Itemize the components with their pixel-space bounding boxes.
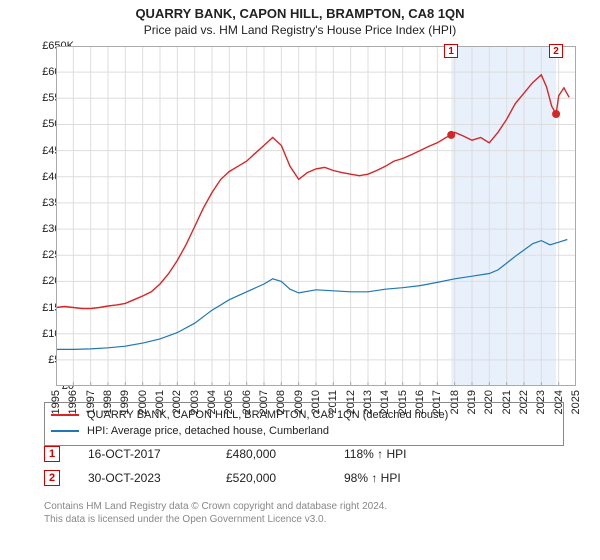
- legend-label-2: HPI: Average price, detached house, Cumb…: [87, 423, 329, 439]
- marker-row-1: 1 16-OCT-2017 £480,000 118% ↑ HPI: [44, 444, 564, 464]
- legend-label-1: QUARRY BANK, CAPON HILL, BRAMPTON, CA8 1…: [87, 407, 448, 423]
- marker-date-2: 30-OCT-2023: [88, 468, 198, 488]
- plot-area: 12: [56, 46, 576, 386]
- chart-marker-badge: 2: [549, 44, 563, 58]
- chart-page: QUARRY BANK, CAPON HILL, BRAMPTON, CA8 1…: [0, 0, 600, 560]
- marker-hpi-1: 118% ↑ HPI: [344, 444, 464, 464]
- footer-line-1: Contains HM Land Registry data © Crown c…: [44, 500, 564, 513]
- title-line-2: Price paid vs. HM Land Registry's House …: [0, 23, 600, 37]
- marker-badge-2: 2: [44, 470, 60, 486]
- titles: QUARRY BANK, CAPON HILL, BRAMPTON, CA8 1…: [0, 0, 600, 37]
- marker-badge-1: 1: [44, 446, 60, 462]
- chart-marker-badge: 1: [444, 44, 458, 58]
- marker-price-2: £520,000: [226, 468, 316, 488]
- marker-table: 1 16-OCT-2017 £480,000 118% ↑ HPI 2 30-O…: [44, 444, 564, 492]
- footer: Contains HM Land Registry data © Crown c…: [44, 500, 564, 526]
- footer-line-2: This data is licensed under the Open Gov…: [44, 513, 564, 526]
- marker-row-2: 2 30-OCT-2023 £520,000 98% ↑ HPI: [44, 468, 564, 488]
- legend-swatch-2: [51, 430, 79, 432]
- legend-item-1: QUARRY BANK, CAPON HILL, BRAMPTON, CA8 1…: [51, 407, 557, 423]
- x-tick-label: 2025: [570, 390, 582, 414]
- marker-date-1: 16-OCT-2017: [88, 444, 198, 464]
- marker-hpi-2: 98% ↑ HPI: [344, 468, 464, 488]
- legend-swatch-1: [51, 414, 79, 416]
- marker-price-1: £480,000: [226, 444, 316, 464]
- plot-border: [56, 46, 576, 386]
- title-line-1: QUARRY BANK, CAPON HILL, BRAMPTON, CA8 1…: [0, 6, 600, 21]
- legend-item-2: HPI: Average price, detached house, Cumb…: [51, 423, 557, 439]
- legend: QUARRY BANK, CAPON HILL, BRAMPTON, CA8 1…: [44, 402, 564, 446]
